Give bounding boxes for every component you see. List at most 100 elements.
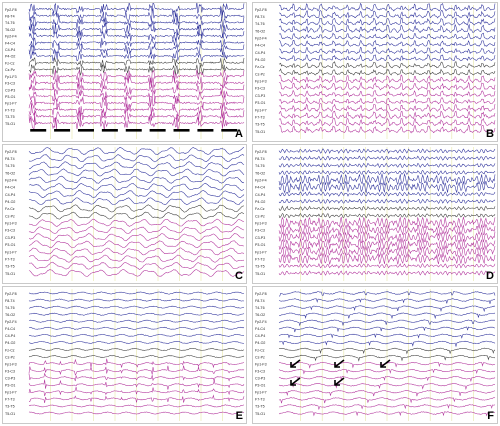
channel-label: C4-P4	[5, 193, 15, 197]
stimulus-marker	[149, 129, 166, 132]
channel-label: F8-T4	[5, 15, 15, 19]
eeg-trace	[28, 379, 245, 390]
eeg-trace	[28, 411, 245, 415]
arrow-icon	[334, 359, 345, 368]
eeg-trace	[28, 37, 245, 49]
channel-label: P3-O1	[5, 384, 15, 388]
channel-label: Fp1-F3	[5, 75, 17, 79]
channel-label: C4-P4	[255, 334, 265, 338]
eeg-trace	[28, 358, 245, 369]
stimulus-marker	[54, 129, 71, 132]
eeg-trace	[28, 89, 245, 103]
channel-label: Fp2-F4	[5, 179, 17, 183]
channel-label: P4-O2	[5, 341, 15, 345]
channel-label: T6-O2	[255, 29, 265, 33]
eeg-trace	[278, 245, 496, 259]
eeg-trace	[278, 252, 496, 265]
eeg-trace	[278, 17, 496, 26]
channel-label: P4-O2	[255, 58, 265, 62]
channel-label: F4-C4	[255, 186, 265, 190]
channel-label: Fz-Cz	[5, 348, 15, 352]
eeg-trace	[28, 394, 245, 404]
eeg-trace	[278, 213, 496, 219]
eeg-trace	[28, 218, 244, 227]
channel-label: Fp2-F4	[5, 35, 17, 39]
channel-label: Fp2-F8	[255, 8, 267, 12]
eeg-trace	[28, 348, 245, 351]
eeg-traces-a: Fp2-F8 F8-T4 T4-T6 T6-O2 Fp2-F4 F4-C4 C4-P4 P4-…	[5, 3, 245, 139]
eeg-trace	[278, 223, 496, 237]
eeg-trace	[28, 233, 245, 242]
eeg-trace	[278, 61, 496, 69]
eeg-trace	[28, 15, 245, 30]
eeg-trace	[278, 46, 496, 55]
eeg-trace	[278, 383, 496, 391]
eeg-trace	[278, 340, 496, 348]
channel-label: F8-T4	[255, 15, 265, 19]
channel-label: P3-O1	[5, 95, 15, 99]
channel-label: F4-C4	[5, 186, 15, 190]
channel-label: T6-O2	[5, 28, 15, 32]
channel-label: C4-P4	[255, 51, 265, 55]
eeg-trace	[28, 175, 245, 184]
channel-label: F3-C3	[5, 82, 15, 86]
channel-label: Fz-Cz	[255, 348, 265, 352]
channel-label: F8-T4	[255, 157, 265, 161]
channel-label: F3-C3	[5, 369, 15, 373]
channel-label: C3-P3	[255, 94, 265, 98]
channel-label: Fp1-F3	[255, 80, 267, 84]
channel-label: C4-P4	[5, 334, 15, 338]
eeg-trace	[28, 43, 245, 56]
eeg-panel-c: Fp2-F8 F8-T4 T4-T6 T6-O2 Fp2-F4 F4-C4 C4-P4 P4-…	[2, 144, 247, 284]
channel-label: Fp2-F8	[5, 150, 17, 154]
arrow-icon	[290, 377, 301, 386]
channel-label: F7-T3	[5, 257, 15, 261]
channel-label: T5-O1	[255, 412, 265, 416]
eeg-trace	[28, 204, 245, 213]
channel-label: Fp1-F3	[5, 362, 17, 366]
stimulus-marker	[101, 129, 118, 132]
eeg-trace	[28, 83, 245, 95]
channel-label: T4-T6	[5, 164, 15, 168]
channel-label: Fz-Cz	[255, 207, 265, 211]
eeg-trace	[28, 240, 245, 249]
channel-label: P3-O1	[5, 243, 15, 247]
eeg-trace	[278, 354, 496, 362]
eeg-trace	[28, 291, 245, 295]
panel-letter-e: E	[235, 410, 243, 422]
panel-letter-c: C	[235, 270, 243, 282]
eeg-trace	[28, 298, 245, 302]
eeg-trace	[28, 404, 245, 408]
channel-label: Fp1-F7	[255, 250, 267, 254]
eeg-trace	[278, 173, 496, 186]
channel-label: F8-T4	[5, 299, 15, 303]
channel-label: T3-T5	[255, 265, 265, 269]
eeg-trace	[28, 168, 245, 177]
channel-label: C3-P3	[5, 236, 15, 240]
channel-label: P3-O1	[255, 243, 265, 247]
eeg-trace	[278, 390, 496, 397]
eeg-trace	[278, 180, 496, 194]
channel-label: T5-O1	[5, 272, 15, 276]
channel-label: F4-C4	[5, 41, 15, 45]
eeg-trace	[28, 154, 245, 163]
channel-label: Fz-Cz	[5, 207, 15, 211]
eeg-trace	[278, 368, 496, 375]
eeg-trace	[28, 63, 245, 76]
channel-label: T4-T6	[5, 306, 15, 310]
channel-label: Cz-Pz	[5, 68, 15, 72]
channel-label: Fp2-F8	[5, 8, 17, 12]
channel-label: T4-T6	[255, 22, 265, 26]
eeg-trace	[278, 237, 496, 251]
channel-label: C3-P3	[5, 88, 15, 92]
eeg-trace	[28, 22, 245, 37]
eeg-trace	[28, 115, 245, 131]
eeg-trace	[28, 254, 245, 263]
channel-label: T4-T6	[255, 164, 265, 168]
eeg-trace	[278, 216, 496, 229]
channel-label: F8-T4	[5, 157, 15, 161]
eeg-traces-f: Fp2-F8 F8-T4 T4-T6 T6-O2 Fp2-F4 F4-C4 C4-P4 P4-…	[255, 289, 496, 421]
eeg-trace	[28, 95, 245, 111]
eeg-trace	[28, 269, 245, 277]
eeg-trace	[28, 312, 245, 316]
